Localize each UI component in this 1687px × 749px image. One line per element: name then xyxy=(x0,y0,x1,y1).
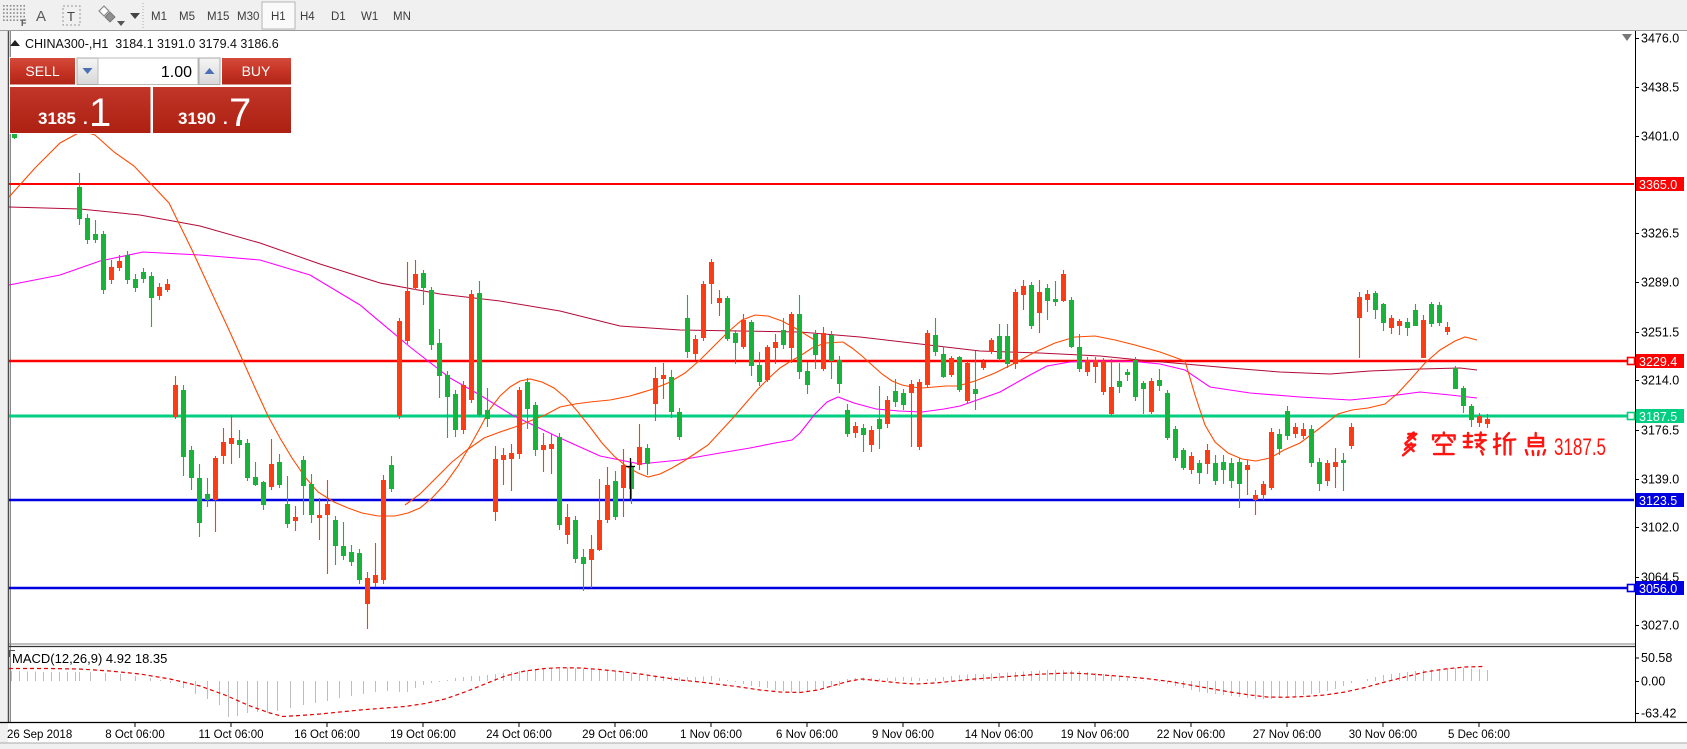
svg-text:14 Nov 06:00: 14 Nov 06:00 xyxy=(965,729,1033,741)
svg-text:3289.0: 3289.0 xyxy=(1641,276,1679,290)
svg-text:1 Nov 06:00: 1 Nov 06:00 xyxy=(680,729,742,741)
svg-text:3027.0: 3027.0 xyxy=(1641,619,1679,633)
svg-text:3365.0: 3365.0 xyxy=(1639,178,1677,192)
svg-text:26 Sep 2018: 26 Sep 2018 xyxy=(7,729,72,741)
svg-text:50.58: 50.58 xyxy=(1641,651,1672,665)
svg-text:3139.0: 3139.0 xyxy=(1641,473,1679,487)
svg-text:29 Oct 06:00: 29 Oct 06:00 xyxy=(582,729,648,741)
svg-text:M30: M30 xyxy=(237,11,259,23)
svg-text:M1: M1 xyxy=(151,11,167,23)
svg-text:T: T xyxy=(67,9,75,24)
svg-text:1.00: 1.00 xyxy=(161,64,192,81)
svg-text:3187.5: 3187.5 xyxy=(1639,410,1677,424)
svg-text:3438.5: 3438.5 xyxy=(1641,81,1679,95)
svg-text:3123.5: 3123.5 xyxy=(1639,494,1677,508)
svg-text:1: 1 xyxy=(89,91,111,135)
svg-text:H4: H4 xyxy=(300,11,315,23)
svg-text:3401.0: 3401.0 xyxy=(1641,130,1679,144)
svg-text:A: A xyxy=(36,8,46,25)
svg-text:19 Oct 06:00: 19 Oct 06:00 xyxy=(390,729,456,741)
svg-text:MN: MN xyxy=(393,11,411,23)
svg-text:0.00: 0.00 xyxy=(1641,675,1665,689)
svg-text:3476.0: 3476.0 xyxy=(1641,32,1679,46)
svg-text:7: 7 xyxy=(229,91,251,135)
svg-text:.: . xyxy=(223,109,228,128)
svg-text:3185: 3185 xyxy=(38,109,76,128)
svg-text:3229.4: 3229.4 xyxy=(1639,355,1677,369)
svg-text:-63.42: -63.42 xyxy=(1641,707,1676,721)
svg-text:5 Dec 06:00: 5 Dec 06:00 xyxy=(1448,729,1510,741)
svg-text:24 Oct 06:00: 24 Oct 06:00 xyxy=(486,729,552,741)
svg-text:3326.5: 3326.5 xyxy=(1641,227,1679,241)
svg-text:19 Nov 06:00: 19 Nov 06:00 xyxy=(1061,729,1129,741)
svg-text:M5: M5 xyxy=(179,11,195,23)
svg-text:3214.0: 3214.0 xyxy=(1641,374,1679,388)
svg-text:8 Oct 06:00: 8 Oct 06:00 xyxy=(105,729,164,741)
svg-text:6 Nov 06:00: 6 Nov 06:00 xyxy=(776,729,838,741)
svg-text:M15: M15 xyxy=(207,11,229,23)
svg-text:MACD(12,26,9) 4.92 18.35: MACD(12,26,9) 4.92 18.35 xyxy=(12,651,167,666)
svg-text:3251.5: 3251.5 xyxy=(1641,326,1679,340)
svg-text:3187.5: 3187.5 xyxy=(1554,434,1606,461)
svg-text:CHINA300-,H1 3184.1 3191.0 31: CHINA300-,H1 3184.1 3191.0 3179.4 3186.6 xyxy=(25,37,279,51)
svg-text:9 Nov 06:00: 9 Nov 06:00 xyxy=(872,729,934,741)
svg-text:30 Nov 06:00: 30 Nov 06:00 xyxy=(1349,729,1417,741)
svg-text:3056.0: 3056.0 xyxy=(1639,582,1677,596)
svg-text:SELL: SELL xyxy=(25,63,59,79)
svg-text:.: . xyxy=(83,109,88,128)
svg-text:3102.0: 3102.0 xyxy=(1641,521,1679,535)
svg-text:16 Oct 06:00: 16 Oct 06:00 xyxy=(294,729,360,741)
svg-text:27 Nov 06:00: 27 Nov 06:00 xyxy=(1253,729,1321,741)
svg-text:W1: W1 xyxy=(361,11,378,23)
svg-text:3190: 3190 xyxy=(178,109,216,128)
svg-text:D1: D1 xyxy=(331,11,346,23)
svg-text:22 Nov 06:00: 22 Nov 06:00 xyxy=(1157,729,1225,741)
svg-text:H1: H1 xyxy=(271,11,286,23)
svg-text:BUY: BUY xyxy=(242,63,271,79)
svg-text:3176.5: 3176.5 xyxy=(1641,424,1679,438)
svg-text:11 Oct 06:00: 11 Oct 06:00 xyxy=(199,729,264,741)
svg-text:F: F xyxy=(21,18,27,28)
